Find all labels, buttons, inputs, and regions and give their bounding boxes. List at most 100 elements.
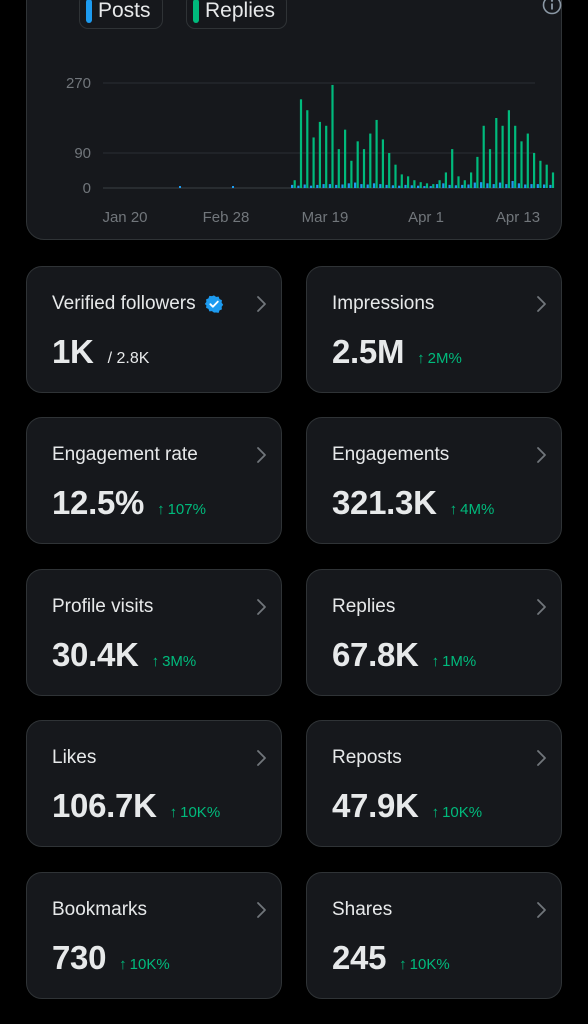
arrow-up-icon: ↑ <box>431 804 440 821</box>
stat-title-text: Shares <box>332 899 393 920</box>
x-tick-label: Jan 20 <box>102 209 147 226</box>
chart-bar-replies <box>375 119 378 188</box>
chart-bar-replies <box>514 125 517 188</box>
chart-bar-posts <box>385 184 388 188</box>
arrow-up-icon: ↑ <box>157 501 165 518</box>
chart-bar-posts <box>398 185 401 188</box>
chart-bar-posts <box>524 184 527 188</box>
chart-bar-replies <box>419 182 422 188</box>
chevron-right-icon <box>537 599 546 615</box>
chart-bar-posts <box>543 184 546 188</box>
chart-bar-replies <box>482 125 485 188</box>
stat-value: 1K <box>52 333 94 370</box>
chart-bar-replies <box>293 180 296 188</box>
chart-bar-replies <box>318 121 321 188</box>
replies-swatch <box>193 0 199 23</box>
stat-title: Shares <box>332 899 392 921</box>
chart-bar-replies <box>432 184 435 188</box>
stat-change-value: 2M% <box>427 350 462 367</box>
chart-bar-posts <box>232 186 234 188</box>
chart-bar-posts <box>536 184 539 188</box>
legend-posts-toggle[interactable]: Posts <box>79 0 163 29</box>
stat-change: ↑ 10K% <box>399 956 450 973</box>
stat-change-value: 10K% <box>129 956 170 973</box>
stat-change-value: 10K% <box>180 804 221 821</box>
chart-bar-posts <box>530 184 533 188</box>
chart-bar-posts <box>297 185 300 188</box>
stat-change: ↑ 10K% <box>170 804 221 821</box>
stat-title: Reposts <box>332 747 402 769</box>
stat-change-value: 1M% <box>442 653 477 670</box>
stat-title-text: Bookmarks <box>52 899 148 920</box>
chart-bar-posts <box>328 184 331 188</box>
chevron-right-icon <box>257 296 266 312</box>
chart-bar-posts <box>511 181 514 188</box>
chart-bar-replies <box>331 84 334 188</box>
chart-bar-posts <box>435 184 439 188</box>
stat-card-replies[interactable]: Replies 67.8K ↑ 1M% <box>306 569 562 696</box>
chevron-right-icon <box>257 902 266 918</box>
stat-value-row: 67.8K ↑ 1M% <box>332 636 476 674</box>
stat-card-profile-visits[interactable]: Profile visits 30.4K ↑ 3M% <box>26 569 282 696</box>
chart-bar-replies <box>551 172 555 188</box>
stat-card-engagements[interactable]: Engagements 321.3K ↑ 4M% <box>306 417 562 544</box>
stat-title: Engagements <box>332 444 449 466</box>
chart-bar-posts <box>498 182 502 188</box>
chart-bar-posts <box>379 184 382 188</box>
stat-value-row: 321.3K ↑ 4M% <box>332 484 494 522</box>
info-icon[interactable] <box>542 0 562 15</box>
stat-card-shares[interactable]: Shares 245 ↑ 10K% <box>306 872 562 999</box>
stat-change: ↑ 10K% <box>119 956 170 973</box>
stat-change: ↑ 1M% <box>432 653 477 670</box>
stat-title-text: Engagement rate <box>52 444 198 465</box>
stat-card-verified-followers[interactable]: Verified followers 1K / 2.8K <box>26 266 282 393</box>
stat-value-row: 730 ↑ 10K% <box>52 939 170 977</box>
stat-title: Likes <box>52 747 96 769</box>
chart-bar-posts <box>417 185 420 188</box>
chart-bar-replies <box>388 153 391 188</box>
stat-card-reposts[interactable]: Reposts 47.9K ↑ 10K% <box>306 720 562 847</box>
y-tick-label: 0 <box>83 180 91 197</box>
chart-bar-posts <box>404 184 407 188</box>
stat-title-text: Verified followers <box>52 293 196 314</box>
chart-bar-posts <box>309 185 313 188</box>
y-tick-label: 90 <box>74 145 91 162</box>
chevron-right-icon <box>537 750 546 766</box>
stat-title: Engagement rate <box>52 444 198 466</box>
chart-bar-replies <box>381 139 384 188</box>
chart-bar-posts <box>448 184 451 188</box>
stat-change: ↑ 3M% <box>152 653 197 670</box>
chart-bar-posts <box>486 183 489 188</box>
chart-bar-posts <box>517 183 520 188</box>
chart-bar-posts <box>335 184 338 188</box>
legend-replies-toggle[interactable]: Replies <box>186 0 288 29</box>
stat-change-value: 3M% <box>162 653 197 670</box>
posts-swatch <box>86 0 92 23</box>
stat-card-impressions[interactable]: Impressions 2.5M ↑ 2M% <box>306 266 562 393</box>
stat-card-bookmarks[interactable]: Bookmarks 730 ↑ 10K% <box>26 872 282 999</box>
stat-card-engagement-rate[interactable]: Engagement rate 12.5% ↑ 107% <box>26 417 282 544</box>
stat-value: 245 <box>332 939 387 976</box>
stat-title-text: Engagements <box>332 444 450 465</box>
stat-change: ↑ 4M% <box>450 501 495 518</box>
legend-posts-label: Posts <box>98 0 151 22</box>
chart-bar-posts <box>354 182 357 188</box>
chart-bar-replies <box>470 172 473 188</box>
chevron-right-icon <box>537 902 546 918</box>
stat-title-text: Replies <box>332 596 396 617</box>
chart-bar-replies <box>438 180 441 188</box>
stat-change-value: 4M% <box>460 501 495 518</box>
arrow-up-icon: ↑ <box>169 804 178 821</box>
chart-bar-replies <box>407 176 410 188</box>
arrow-up-icon: ↑ <box>119 956 127 973</box>
stat-value: 12.5% <box>52 484 145 521</box>
chart-bar-posts <box>492 184 495 188</box>
stat-title: Verified followers <box>52 293 224 315</box>
chart-bar-posts <box>461 184 464 188</box>
chart-bar-posts <box>341 184 344 188</box>
stat-card-likes[interactable]: Likes 106.7K ↑ 10K% <box>26 720 282 847</box>
stat-change-value: 10K% <box>409 956 450 973</box>
chart-bar-replies <box>299 99 303 188</box>
stat-title: Bookmarks <box>52 899 147 921</box>
stat-value-row: 245 ↑ 10K% <box>332 939 450 977</box>
